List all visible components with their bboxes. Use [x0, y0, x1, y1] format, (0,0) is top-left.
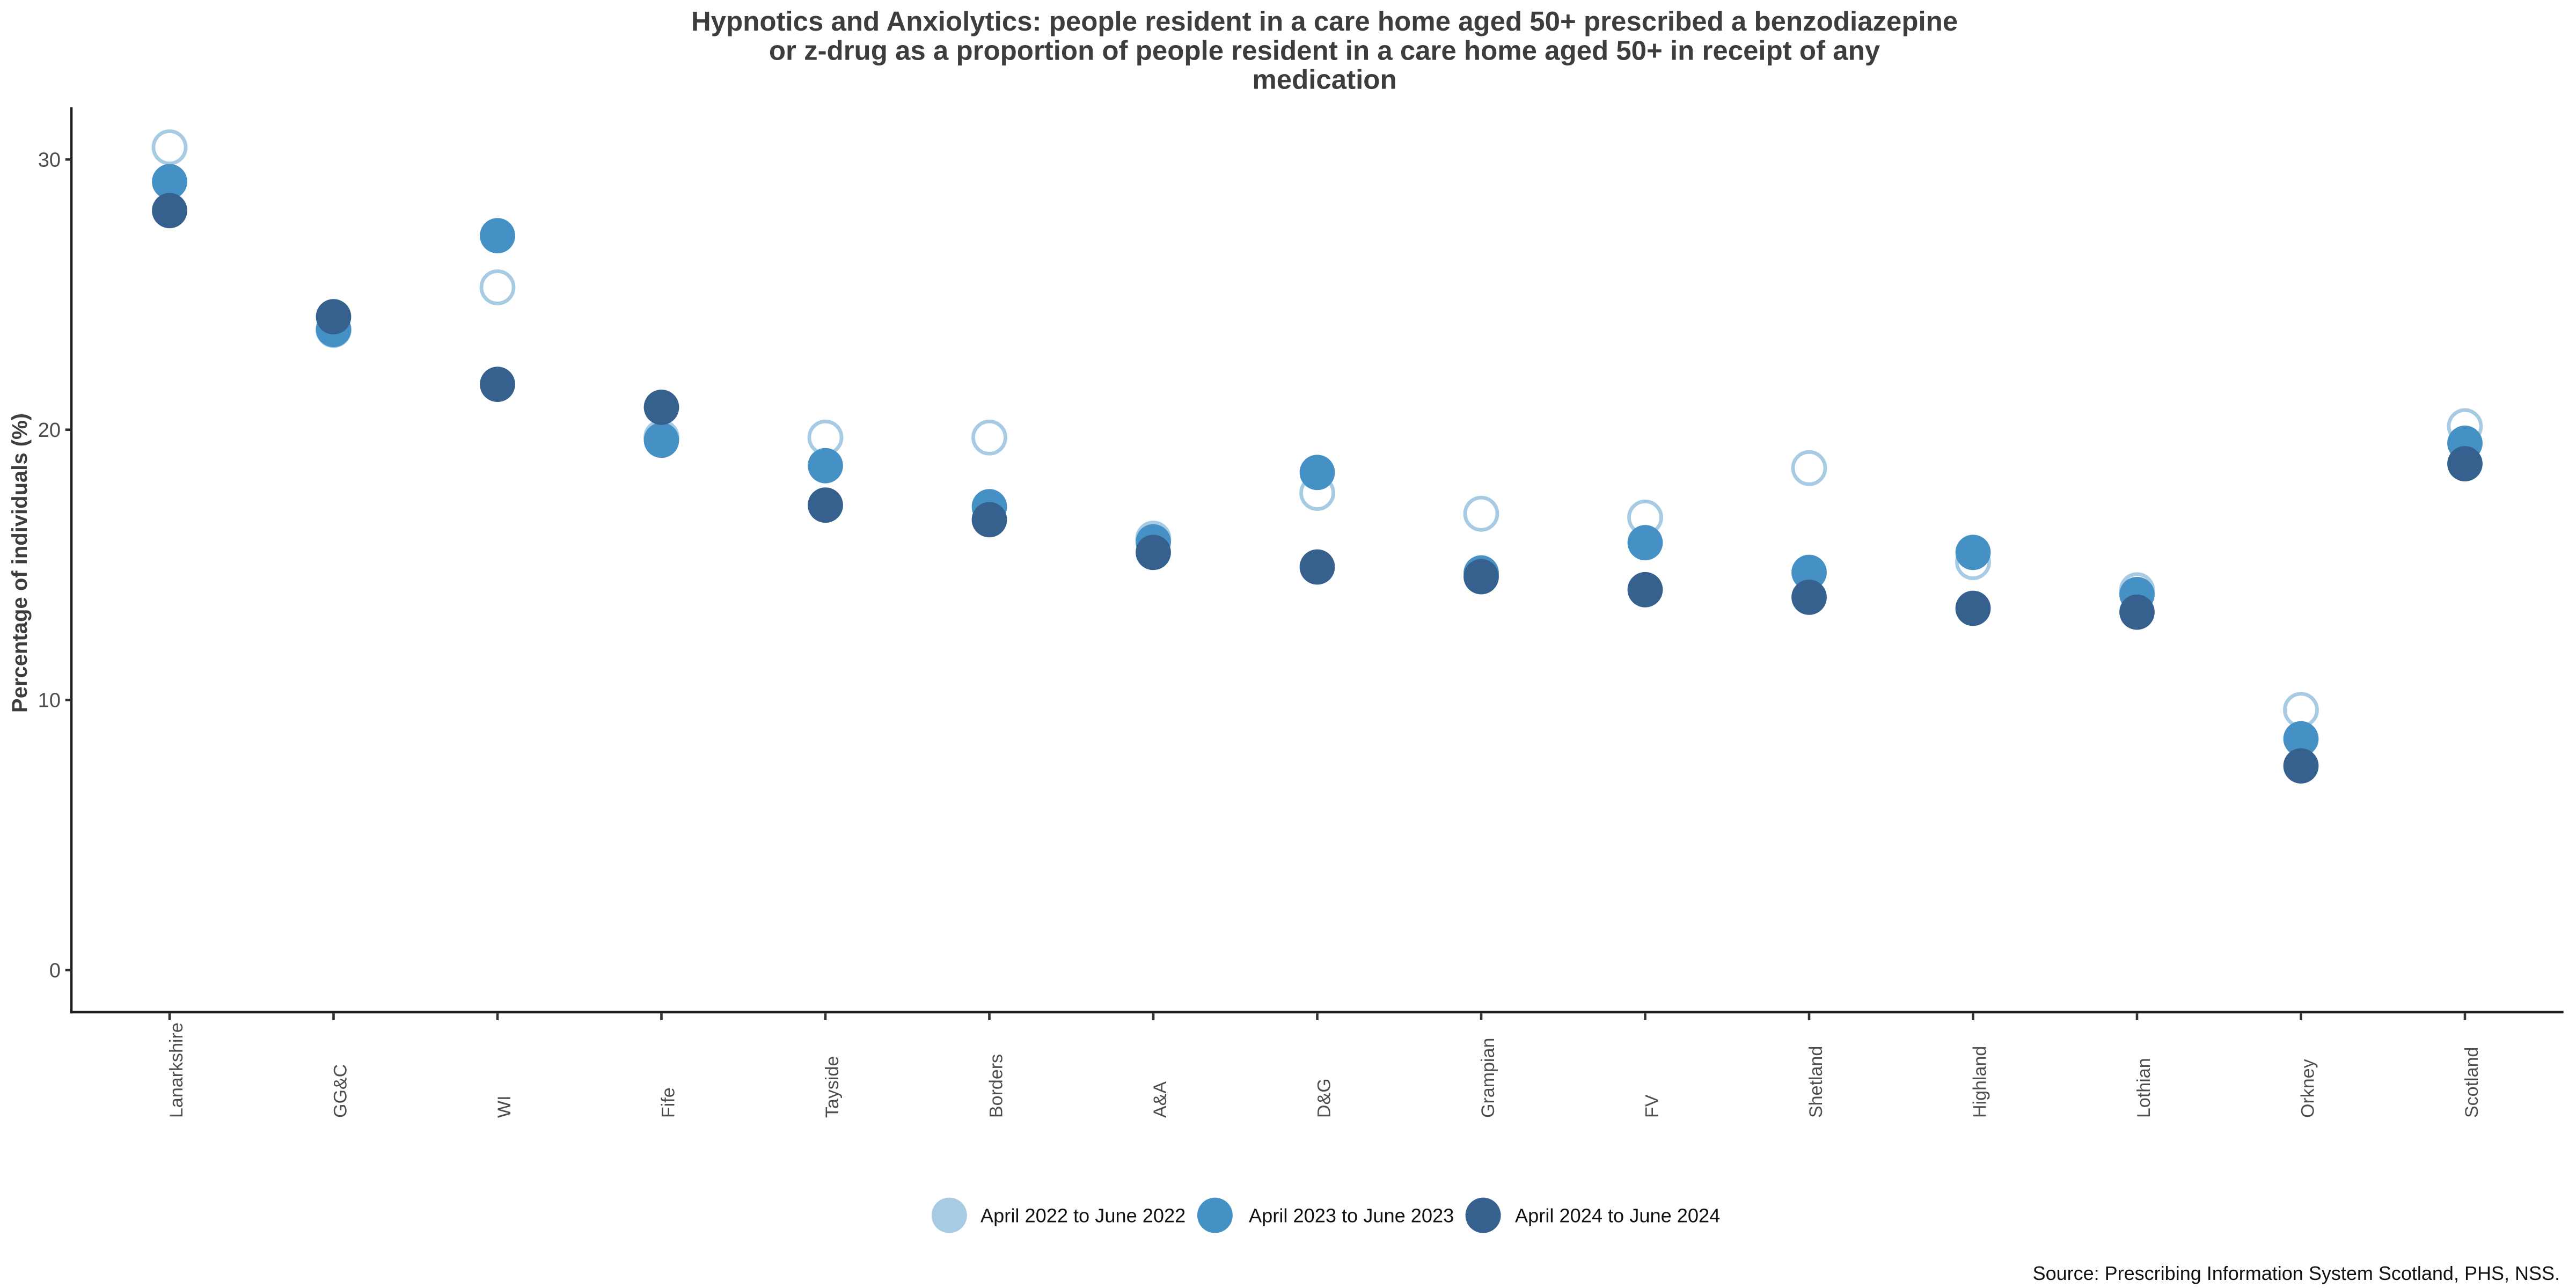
svg-text:A&A: A&A: [1150, 1081, 1170, 1118]
svg-text:Fife: Fife: [658, 1087, 679, 1118]
svg-text:April 2023 to June 2023: April 2023 to June 2023: [1249, 1205, 1454, 1227]
svg-text:Percentage of individuals (%): Percentage of individuals (%): [8, 413, 32, 713]
svg-text:Hypnotics and Anxiolytics: peo: Hypnotics and Anxiolytics: people reside…: [691, 6, 1958, 36]
svg-text:or z-drug as a proportion of p: or z-drug as a proportion of people resi…: [769, 35, 1880, 66]
svg-text:Highland: Highland: [1970, 1046, 1990, 1118]
svg-text:Source: Prescribing Informatio: Source: Prescribing Information System S…: [2033, 1262, 2560, 1284]
svg-text:WI: WI: [494, 1095, 515, 1118]
svg-text:Lanarkshire: Lanarkshire: [166, 1022, 187, 1118]
svg-text:Grampian: Grampian: [1478, 1038, 1498, 1118]
svg-text:FV: FV: [1642, 1094, 1663, 1118]
svg-text:Shetland: Shetland: [1806, 1046, 1826, 1118]
svg-text:medication: medication: [1252, 64, 1396, 95]
svg-text:Scotland: Scotland: [2462, 1047, 2482, 1118]
svg-text:0: 0: [49, 960, 61, 982]
svg-text:Borders: Borders: [986, 1054, 1007, 1118]
svg-text:April 2024 to June 2024: April 2024 to June 2024: [1515, 1205, 1720, 1227]
svg-text:Lothian: Lothian: [2134, 1058, 2154, 1118]
svg-text:Orkney: Orkney: [2298, 1059, 2318, 1118]
svg-text:Tayside: Tayside: [822, 1056, 843, 1118]
svg-text:April 2022 to June 2022: April 2022 to June 2022: [980, 1205, 1185, 1227]
svg-text:20: 20: [38, 419, 61, 442]
svg-text:D&G: D&G: [1314, 1078, 1335, 1118]
svg-text:10: 10: [38, 690, 61, 712]
svg-text:GG&C: GG&C: [331, 1064, 351, 1118]
svg-text:30: 30: [38, 149, 61, 172]
